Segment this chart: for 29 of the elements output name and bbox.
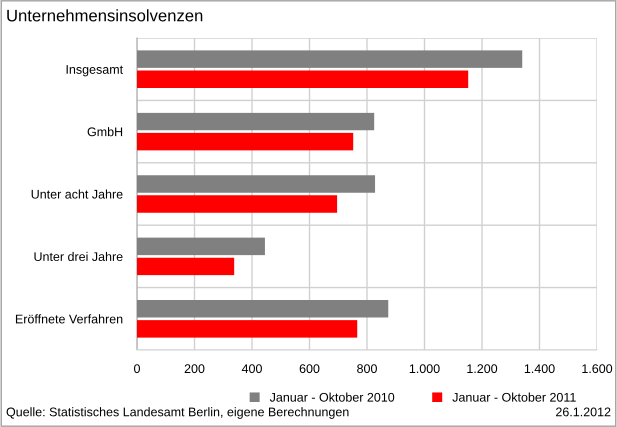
y-tick-label: GmbH (88, 127, 122, 136)
y-tick-label: Insgesamt (66, 65, 124, 76)
bar (137, 175, 376, 193)
bar (137, 258, 234, 276)
bar (137, 320, 358, 338)
bar (137, 112, 374, 130)
x-tick-label: 0 (134, 364, 140, 374)
chart-title: Unternehmensinsolvenzen (7, 9, 202, 22)
y-tick-label: Unter acht Jahre (32, 189, 123, 199)
x-tick-label: 1.400 (524, 364, 555, 374)
x-tick-label: 1.000 (410, 364, 440, 374)
x-tick-label: 400 (242, 364, 262, 374)
legend-label: Januar - Oktober 2010 (270, 392, 394, 402)
x-tick-label: 800 (357, 364, 377, 374)
x-tick-label: 1.600 (582, 364, 612, 374)
x-tick-label: 1.200 (467, 364, 498, 374)
text: 26.1.2012 (556, 408, 610, 416)
bar (137, 238, 265, 256)
y-tick-label: Eröffnete Verfahren (16, 314, 122, 324)
legend-label: Januar - Oktober 2011 (452, 392, 576, 402)
bar (137, 50, 522, 68)
x-tick-label: 600 (300, 364, 320, 374)
x-tick-label: 200 (184, 364, 204, 374)
bar (137, 132, 354, 150)
bar (137, 195, 338, 213)
source-note: Quelle: Statistisches Landesamt Berlin, eigene Berechnungen (6, 407, 348, 419)
bar (137, 70, 468, 88)
bar (137, 300, 388, 318)
y-tick-label: Unter drei Jahre (34, 252, 123, 262)
